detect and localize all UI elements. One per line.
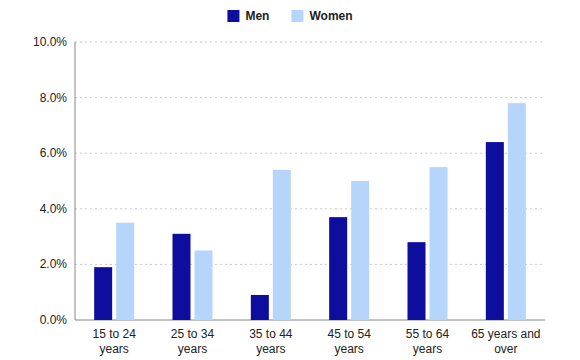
x-tick-label-line: over <box>494 342 517 356</box>
legend-swatch <box>291 10 303 22</box>
bar <box>173 234 191 320</box>
y-tick-label: 6.0% <box>40 146 68 160</box>
bar <box>329 217 347 320</box>
x-tick-label-line: 55 to 64 <box>406 327 450 341</box>
bar <box>195 251 213 321</box>
x-tick-label-line: 45 to 54 <box>327 327 371 341</box>
x-tick-label: 35 to 44years <box>249 327 293 356</box>
y-tick-label: 8.0% <box>40 91 68 105</box>
legend-label: Women <box>309 9 352 23</box>
grid-line <box>75 208 545 209</box>
bar <box>116 223 134 320</box>
grid-line <box>75 264 545 265</box>
x-tick-label-line: 15 to 24 <box>92 327 136 341</box>
x-tick-label: 65 years andover <box>471 327 540 356</box>
x-tick-label-line: years <box>256 342 285 356</box>
bar <box>486 142 504 320</box>
y-tick-label: 0.0% <box>40 313 68 327</box>
bar <box>273 170 291 320</box>
y-axis-line <box>75 42 76 320</box>
grid-line <box>75 42 545 43</box>
bar <box>430 167 448 320</box>
legend-label: Men <box>245 9 269 23</box>
x-tick-label: 55 to 64years <box>406 327 450 356</box>
bar <box>251 295 269 320</box>
bar <box>351 181 369 320</box>
grid-line <box>75 97 545 98</box>
legend: Men Women <box>227 9 352 23</box>
x-tick-label-line: years <box>178 342 207 356</box>
x-tick-label: 25 to 34years <box>171 327 215 356</box>
x-tick-label-line: years <box>99 342 128 356</box>
x-tick-label-line: 25 to 34 <box>171 327 215 341</box>
legend-swatch <box>227 10 239 22</box>
x-tick-label-line: 65 years and <box>471 327 540 341</box>
x-tick-label-line: years <box>334 342 363 356</box>
grid-line <box>75 153 545 154</box>
x-tick-label-line: 35 to 44 <box>249 327 293 341</box>
y-tick-label: 10.0% <box>33 35 67 49</box>
x-tick-label: 15 to 24years <box>92 327 136 356</box>
x-tick-label-line: years <box>413 342 442 356</box>
x-tick-label: 45 to 54years <box>327 327 371 356</box>
x-axis-line <box>75 320 545 321</box>
y-tick-label: 2.0% <box>40 257 68 271</box>
chart-svg: 0.0%2.0%4.0%6.0%8.0%10.0%15 to 24years25… <box>0 0 580 360</box>
bars <box>94 103 526 320</box>
chart-container: 0.0%2.0%4.0%6.0%8.0%10.0%15 to 24years25… <box>0 0 580 360</box>
bar <box>508 103 526 320</box>
bar <box>94 267 112 320</box>
y-tick-label: 4.0% <box>40 202 68 216</box>
bar <box>408 242 426 320</box>
